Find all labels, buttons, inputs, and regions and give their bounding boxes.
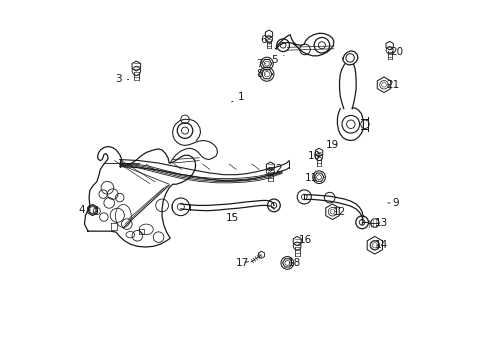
Text: 18: 18: [288, 258, 301, 268]
Text: 21: 21: [386, 80, 399, 90]
Text: 15: 15: [226, 213, 239, 223]
Text: 12: 12: [333, 207, 346, 217]
Text: 16: 16: [298, 235, 312, 245]
Text: 1: 1: [232, 92, 245, 102]
Text: 3: 3: [115, 75, 128, 85]
Text: 5: 5: [271, 55, 284, 65]
Text: 10: 10: [308, 151, 321, 161]
Text: 7: 7: [256, 59, 266, 68]
Text: 20: 20: [390, 47, 403, 57]
Text: 11: 11: [305, 172, 318, 183]
Text: 17: 17: [236, 258, 249, 268]
Text: 14: 14: [375, 240, 389, 250]
Text: 8: 8: [256, 69, 266, 79]
Text: 13: 13: [375, 218, 389, 228]
Text: 6: 6: [260, 35, 270, 45]
Text: 9: 9: [388, 198, 399, 208]
Text: 4: 4: [79, 205, 91, 215]
Text: 2: 2: [270, 165, 282, 174]
Text: 19: 19: [326, 140, 339, 150]
